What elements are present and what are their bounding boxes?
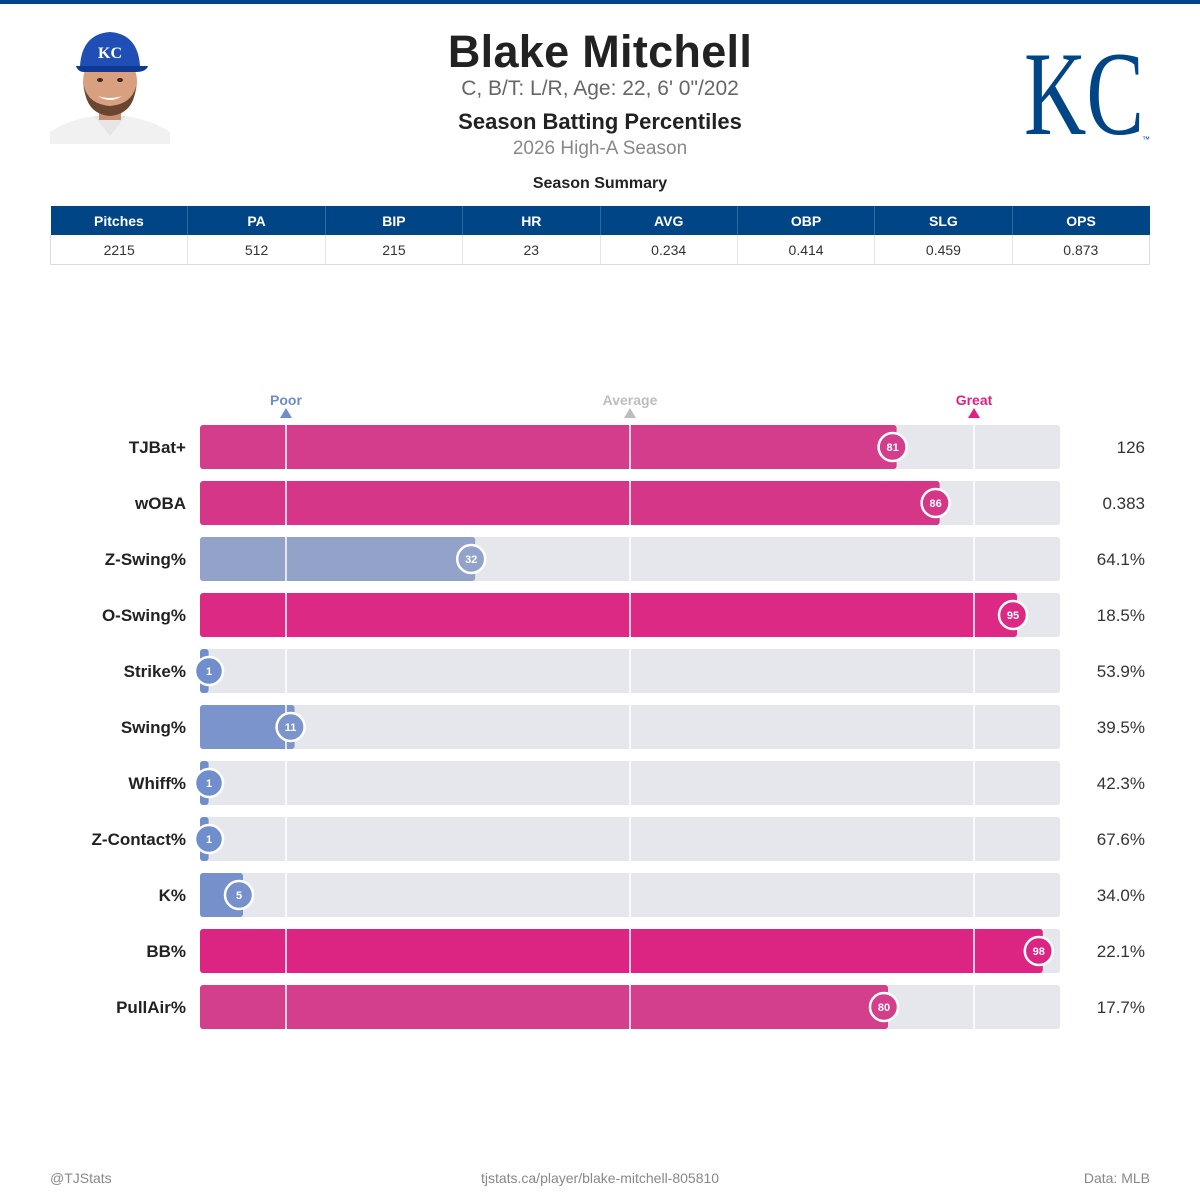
stat-value-k: 34.0%	[1097, 886, 1145, 905]
player-name: Blake Mitchell	[447, 26, 753, 77]
bar-woba	[200, 481, 940, 525]
percentile-bubble-k	[223, 879, 255, 911]
percentile-bubble-strike	[193, 655, 225, 687]
percentile-value-tjbat: 81	[886, 442, 898, 454]
summary-col-slg: SLG	[874, 206, 1013, 235]
summary-col-hr: HR	[462, 206, 601, 235]
percentile-bubble-z-swing	[455, 543, 487, 575]
stat-value-woba: 0.383	[1102, 494, 1145, 513]
summary-val-slg: 0.459	[874, 235, 1013, 265]
stat-value-swing: 39.5%	[1097, 718, 1145, 737]
season-summary-table: Pitches PA BIP HR AVG OBP SLG OPS 2215 5…	[49, 206, 1151, 265]
top-accent-bar	[0, 0, 1200, 4]
percentile-value-o-swing: 95	[1007, 610, 1019, 622]
cap-logo: KC	[98, 45, 122, 62]
summary-header-row: Pitches PA BIP HR AVG OBP SLG OPS	[50, 206, 1150, 235]
summary-col-pa: PA	[187, 206, 326, 235]
chart-subtitle: Season Batting Percentiles	[458, 109, 742, 134]
category-label-bb: BB%	[146, 942, 186, 961]
bar-swing	[200, 705, 295, 749]
percentile-bubble-pullair	[868, 991, 900, 1023]
category-label-z-swing: Z-Swing%	[105, 550, 186, 569]
percentile-bubble-bb	[1023, 935, 1055, 967]
summary-col-avg: AVG	[600, 206, 738, 235]
category-label-woba: wOBA	[134, 494, 186, 513]
percentile-bubble-woba	[920, 487, 951, 519]
summary-val-obp: 0.414	[737, 235, 876, 265]
percentile-bubble-tjbat	[877, 431, 908, 463]
category-label-strike: Strike%	[124, 662, 186, 681]
category-label-whiff: Whiff%	[128, 774, 186, 793]
summary-col-ops: OPS	[1012, 206, 1150, 235]
bar-o-swing	[200, 593, 1017, 637]
percentile-bubble-swing	[275, 711, 306, 743]
summary-val-pa: 512	[187, 235, 326, 265]
percentile-bubble-whiff	[193, 767, 225, 799]
scale-marker-poor	[280, 408, 292, 418]
scale-label-poor: Poor	[270, 392, 302, 408]
stat-value-pullair: 17.7%	[1097, 998, 1145, 1017]
player-bio: C, B/T: L/R, Age: 22, 6' 0"/202	[461, 77, 739, 100]
category-label-z-contact: Z-Contact%	[92, 830, 186, 849]
season-label: 2026 High-A Season	[512, 138, 688, 159]
summary-val-bip: 215	[325, 235, 464, 265]
percentile-value-pullair: 80	[878, 1002, 890, 1014]
percentile-value-strike: 1	[206, 666, 212, 678]
stat-value-bb: 22.1%	[1097, 942, 1145, 961]
scale-marker-great	[968, 408, 980, 418]
summary-val-hr: 23	[462, 235, 601, 265]
player-headshot: KC	[50, 24, 170, 144]
footer-url: tjstats.ca/player/blake-mitchell-805810	[480, 1170, 720, 1186]
bar-pullair	[200, 985, 888, 1029]
stat-value-o-swing: 18.5%	[1097, 606, 1145, 625]
percentile-value-swing: 11	[285, 722, 297, 734]
summary-title: Season Summary	[532, 175, 668, 192]
team-logo: KC ™	[1022, 22, 1158, 160]
summary-value-row: 2215 512 215 23 0.234 0.414 0.459 0.873	[49, 235, 1151, 265]
percentile-value-whiff: 1	[206, 778, 212, 790]
percentile-value-k: 5	[236, 890, 242, 902]
summary-col-pitches: Pitches	[50, 206, 189, 235]
percentile-value-woba: 86	[929, 498, 941, 510]
team-logo-text: KC	[1024, 27, 1144, 148]
svg-text:™: ™	[1142, 135, 1150, 144]
stat-value-z-contact: 67.6%	[1097, 830, 1145, 849]
stat-value-tjbat: 126	[1117, 438, 1145, 457]
bar-z-swing	[200, 537, 476, 581]
percentile-value-z-contact: 1	[206, 834, 212, 846]
bar-bb	[200, 929, 1043, 973]
percentile-value-bb: 98	[1033, 946, 1045, 958]
summary-val-pitches: 2215	[49, 235, 189, 265]
scale-label-average: Average	[603, 392, 658, 408]
percentile-chart: Poor Average Great TJBat+ 81 126 wOBA 86 0.383 Z-…	[92, 392, 1145, 1029]
stat-value-whiff: 42.3%	[1097, 774, 1145, 793]
summary-col-bip: BIP	[325, 206, 464, 235]
bar-tjbat	[200, 425, 897, 469]
scale-marker-average	[624, 408, 636, 418]
percentile-value-z-swing: 32	[465, 554, 477, 566]
stat-value-z-swing: 64.1%	[1097, 550, 1145, 569]
summary-val-ops: 0.873	[1012, 235, 1151, 265]
summary-val-avg: 0.234	[600, 235, 738, 265]
stat-value-strike: 53.9%	[1097, 662, 1145, 681]
footer-credit: @TJStats	[50, 1170, 112, 1186]
category-label-o-swing: O-Swing%	[102, 606, 186, 625]
summary-col-obp: OBP	[737, 206, 876, 235]
category-label-tjbat: TJBat+	[129, 438, 186, 457]
percentile-bubble-z-contact	[193, 823, 225, 855]
footer-source: Data: MLB	[1083, 1170, 1150, 1186]
percentile-bubble-o-swing	[997, 599, 1029, 631]
category-label-k: K%	[159, 886, 186, 905]
scale-label-great: Great	[956, 392, 993, 408]
category-label-swing: Swing%	[121, 718, 186, 737]
category-label-pullair: PullAir%	[116, 998, 186, 1017]
